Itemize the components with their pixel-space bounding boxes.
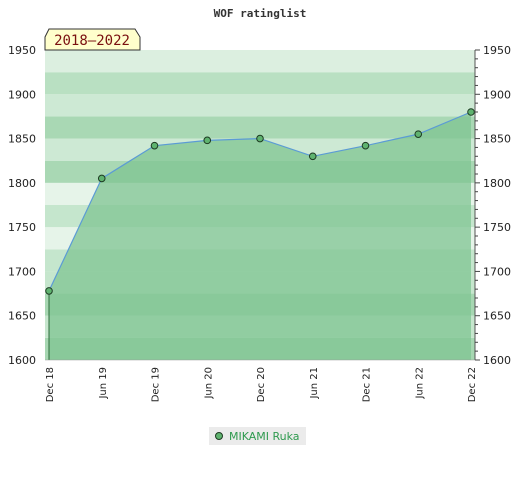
x-tick-label: Dec 20 [256, 367, 267, 402]
y-tick-label-right: 1750 [483, 221, 511, 234]
y-tick-label-right: 1800 [483, 177, 511, 190]
y-tick-label-right: 1850 [483, 133, 511, 146]
plot-area [45, 108, 475, 360]
period-badge-box [44, 28, 141, 51]
data-point [97, 174, 106, 183]
y-tick-label-left: 1650 [8, 310, 36, 323]
x-tick-label: Dec 19 [151, 367, 162, 402]
y-tick-label-right: 1950 [483, 44, 511, 57]
x-tick-label: Dec 21 [362, 367, 373, 402]
x-tick-label: Jun 22 [414, 367, 425, 400]
y-tick-label-left: 1700 [8, 265, 36, 278]
background-band [45, 116, 475, 139]
chart-title: WOF ratinglist [214, 7, 307, 20]
background-band [45, 94, 475, 117]
x-tick-label: Jun 20 [203, 367, 214, 400]
legend-marker-icon [215, 432, 223, 440]
period-badge: 2018–2022 [44, 28, 141, 51]
data-point [467, 108, 475, 116]
y-tick-label-left: 1950 [8, 44, 36, 57]
data-point [414, 130, 423, 138]
y-tick-label-right: 1650 [483, 310, 511, 323]
data-point [256, 134, 264, 143]
period-badge-label: 2018–2022 [54, 33, 130, 49]
data-point [150, 141, 159, 150]
y-tick-label-left: 1750 [8, 221, 36, 234]
y-tick-label-left: 1900 [8, 88, 36, 101]
series-area [49, 112, 471, 360]
x-tick-label: Dec 22 [467, 367, 478, 402]
x-tick-label: Dec 18 [45, 367, 56, 402]
axes: 1600 1600 1650 1650 1700 1700 1750 1750 1800 1800… [8, 44, 511, 402]
y-tick-label-left: 1600 [8, 354, 36, 367]
background-band [45, 72, 475, 95]
background-band [45, 50, 475, 73]
data-point [361, 141, 370, 150]
legend: MIKAMI Ruka [209, 427, 306, 445]
y-tick-label-left: 1800 [8, 177, 36, 190]
y-tick-label-right: 1700 [483, 265, 511, 278]
data-point [308, 152, 317, 161]
data-point [45, 287, 53, 295]
legend-label: MIKAMI Ruka [229, 429, 300, 443]
x-tick-label: Jun 19 [98, 367, 109, 400]
data-point [203, 136, 212, 145]
y-tick-label-left: 1850 [8, 133, 36, 146]
y-tick-label-right: 1900 [483, 88, 511, 101]
x-tick-label: Jun 21 [309, 367, 320, 400]
y-tick-label-right: 1600 [483, 354, 511, 367]
